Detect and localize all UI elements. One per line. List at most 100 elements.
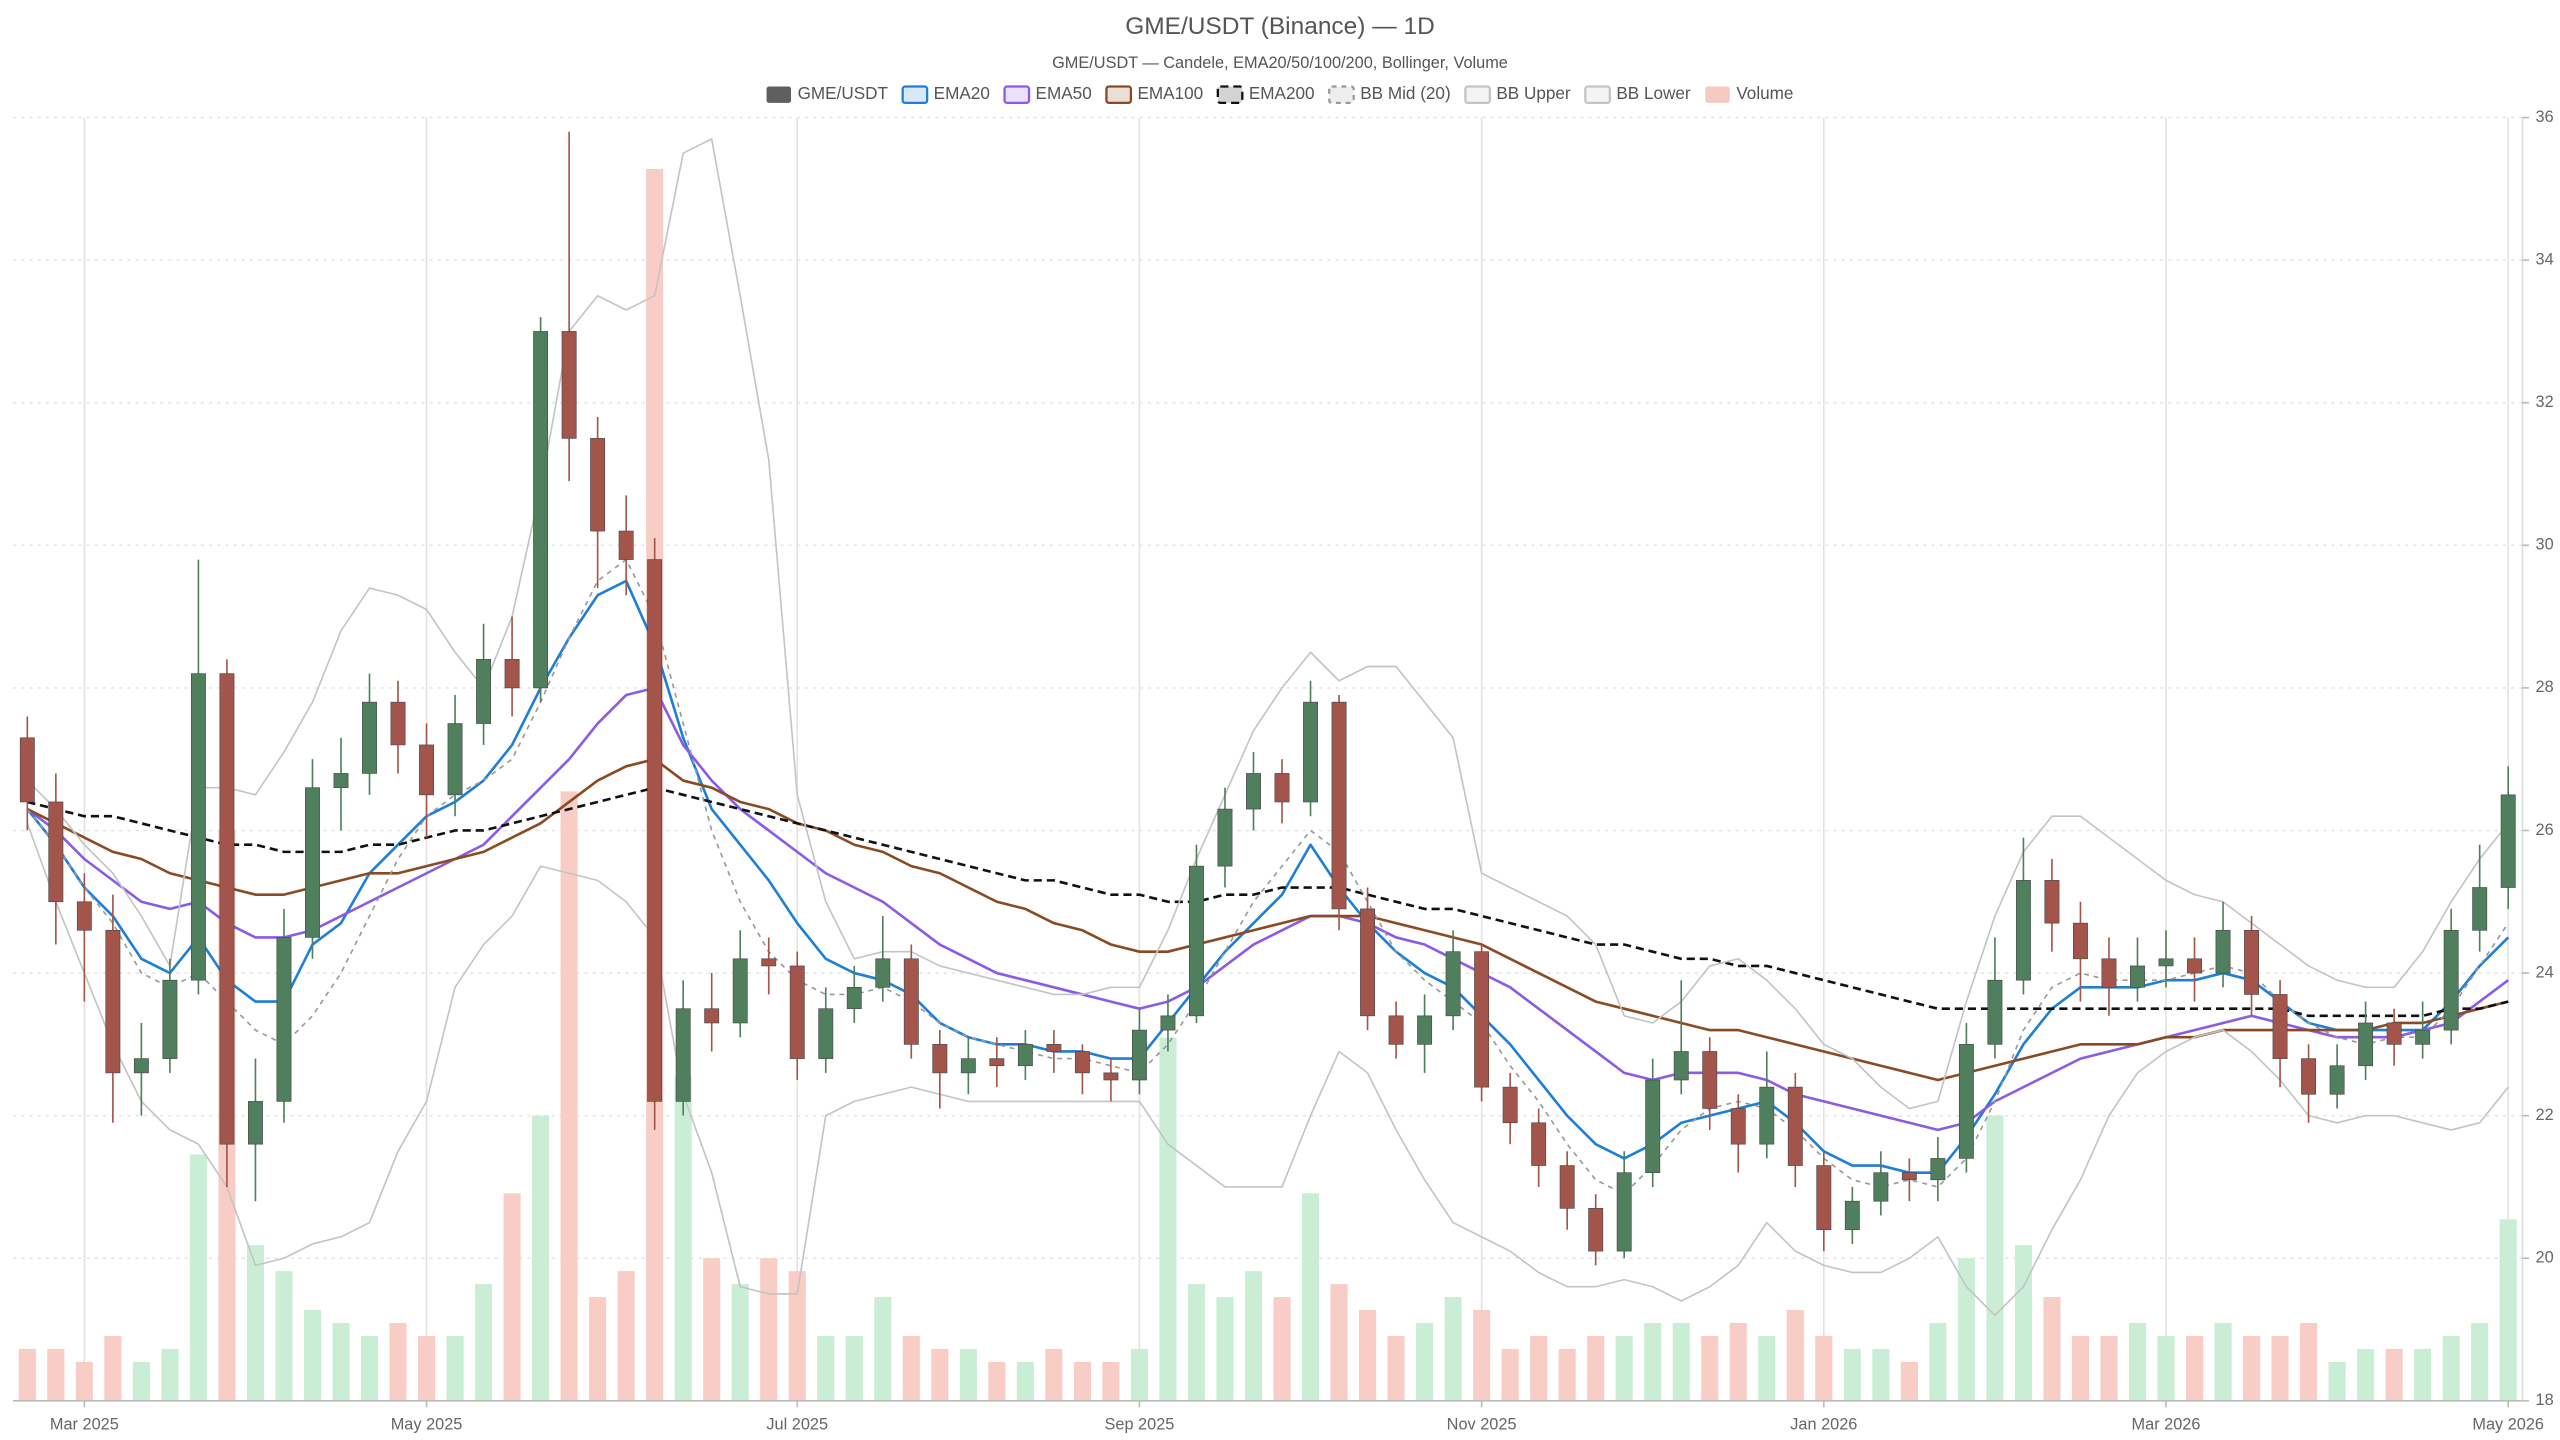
legend-swatch	[901, 85, 929, 104]
volume-bar	[2128, 1323, 2147, 1401]
indicator-line	[26, 823, 2509, 1317]
y-tick-label: 18	[2536, 1391, 2554, 1409]
candle-body	[1873, 1172, 1889, 1202]
candle-body	[362, 701, 377, 774]
volume-bar	[1986, 1115, 2004, 1401]
volume-bar	[389, 1323, 407, 1401]
candle-body	[1131, 1029, 1147, 1081]
candle-body	[276, 937, 292, 1102]
volume-bar	[2043, 1297, 2061, 1401]
chart-subtitle: GME/USDT — Candele, EMA20/50/100/200, Bo…	[1052, 54, 1508, 72]
x-tick-label: Jul 2025	[766, 1416, 828, 1434]
candle-body	[1474, 951, 1490, 1088]
volume-bar	[1672, 1323, 1690, 1401]
volume-bar	[1102, 1361, 1120, 1401]
legend: GME/USDT EMA20 EMA50 EMA100 EMA200 BB Mid (20…	[766, 83, 1793, 104]
volume-bar	[1387, 1335, 1405, 1401]
candle-body	[2101, 958, 2117, 988]
candle-body	[1417, 1015, 1433, 1045]
volume-bar	[560, 791, 578, 1401]
legend-label: Volume	[1736, 83, 1793, 103]
indicator-line	[26, 558, 2509, 1195]
candle-body	[1046, 1044, 1062, 1052]
volume-bar	[1644, 1323, 1662, 1401]
volume-bar	[2014, 1245, 2032, 1401]
volume-bar	[874, 1297, 892, 1401]
candle-body	[2472, 887, 2488, 931]
volume-bar	[18, 1348, 36, 1401]
volume-bar	[731, 1284, 749, 1401]
candle-body	[2272, 994, 2288, 1059]
legend-swatch	[1705, 86, 1730, 103]
volume-bar	[1786, 1310, 1804, 1401]
candle-body	[2358, 1022, 2374, 1067]
indicator-line	[26, 757, 2509, 1082]
volume-bar	[275, 1271, 293, 1401]
volume-bar	[1416, 1323, 1434, 1401]
volume-bar	[1359, 1310, 1377, 1401]
candle-body	[704, 1008, 720, 1024]
candle-body	[1189, 865, 1204, 1017]
volume-bar	[2499, 1219, 2517, 1401]
candle-body	[1759, 1086, 1775, 1145]
volume-bar	[2385, 1348, 2403, 1401]
x-tick-label: May 2026	[2472, 1416, 2544, 1434]
legend-swatch	[1003, 85, 1031, 104]
candle-body	[1303, 701, 1318, 803]
volume-bar	[1900, 1361, 1918, 1401]
indicator-line	[26, 686, 2509, 1132]
y-tick-label: 24	[2536, 963, 2554, 981]
candle-body	[960, 1058, 976, 1074]
candle-body	[1816, 1165, 1832, 1231]
candle-body	[504, 659, 520, 689]
volume-bar	[2414, 1348, 2432, 1401]
y-tick-label: 22	[2536, 1106, 2554, 1124]
candle-body	[2187, 958, 2202, 974]
volume-layer	[18, 168, 2517, 1401]
candle-layer	[19, 131, 2516, 1266]
volume-bar	[1843, 1348, 1861, 1401]
candle-body	[2415, 1029, 2431, 1045]
candle-body	[1958, 1044, 1974, 1159]
volume-bar	[332, 1323, 350, 1401]
volume-bar	[1301, 1193, 1320, 1401]
volume-bar	[703, 1258, 721, 1401]
candle-body	[305, 787, 320, 938]
volume-bar	[1016, 1361, 1034, 1401]
candle-body	[1531, 1122, 1547, 1166]
candle-body	[2500, 794, 2516, 888]
volume-bar	[1929, 1323, 1947, 1401]
volume-bar	[1558, 1348, 1576, 1401]
legend-swatch	[766, 86, 792, 103]
candle-body	[390, 701, 406, 746]
volume-bar	[2471, 1323, 2489, 1401]
y-tick-label: 36	[2536, 108, 2554, 126]
volume-bar	[1957, 1258, 1975, 1401]
candle-body	[2215, 929, 2231, 974]
volume-bar	[1444, 1297, 1462, 1401]
candle-body	[846, 986, 862, 1010]
volume-bar	[1615, 1335, 1633, 1401]
y-tick-label: 28	[2536, 678, 2554, 696]
volume-bar	[161, 1348, 179, 1401]
legend-swatch	[1105, 85, 1133, 104]
candle-body	[1559, 1165, 1575, 1209]
y-tick-label: 20	[2536, 1249, 2554, 1267]
legend-label: BB Mid (20)	[1360, 83, 1450, 103]
candle-body	[618, 530, 634, 560]
volume-bar	[303, 1310, 322, 1401]
candle-body	[1787, 1086, 1803, 1166]
candle-body	[419, 744, 434, 796]
legend-swatch	[1328, 85, 1355, 104]
volume-bar	[760, 1258, 778, 1401]
volume-bar	[845, 1335, 863, 1401]
volume-bar	[2214, 1323, 2232, 1401]
volume-bar	[417, 1335, 436, 1401]
candle-body	[133, 1058, 149, 1074]
candle-body	[162, 979, 178, 1059]
volume-bar	[931, 1348, 949, 1401]
volume-bar	[2271, 1335, 2289, 1401]
volume-bar	[2071, 1335, 2090, 1401]
candle-body	[1673, 1051, 1689, 1081]
